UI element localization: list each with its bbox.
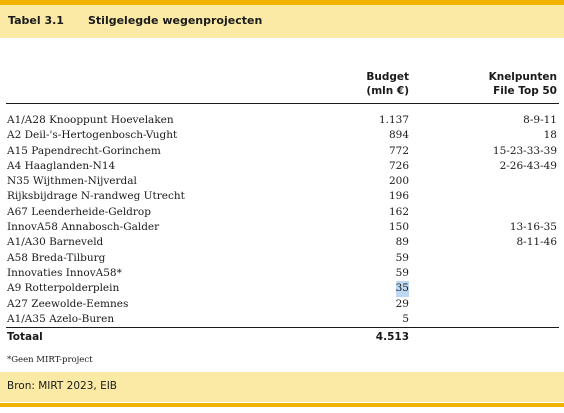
row-knelpunten: 13-16-35 [509,221,557,234]
row-name: A1/A28 Knooppunt Hoevelaken [7,114,174,126]
table-row: A27 Zeewolde-Eemnes 29 [0,297,564,312]
row-budget: 150 [388,221,409,234]
table-row: N35 Wijthmen-Nijverdal 200 [0,174,564,189]
row-knelpunten: 8-9-11 [523,114,557,126]
table-row: A2 Deil-'s-Hertogenbosch-Vught 894 18 [0,128,564,143]
row-budget: 59 [395,251,409,264]
column-header-budget: Budget (mln €) [366,70,409,98]
row-name: A67 Leenderheide-Geldrop [7,205,151,218]
row-name: A1/A35 Azelo-Buren [7,312,115,325]
row-knelpunten: 15-23-33-39 [492,144,557,157]
row-budget: 1.137 [378,114,409,126]
table-row: A15 Papendrecht-Gorinchem 772 15-23-33-3… [0,144,564,159]
total-divider [6,327,559,328]
row-knelpunten: 8-11-46 [516,236,558,249]
table-row: Innovaties InnovA58* 59 [0,266,564,281]
table-title: Stilgelegde wegenprojecten [88,14,263,27]
row-name: InnovA58 Annabosch-Galder [7,221,160,234]
table-body: A1/A28 Knooppunt Hoevelaken 1.137 8-9-11… [0,113,564,327]
row-name: A4 Haaglanden-N14 [7,159,116,172]
row-name: A9 Rotterpolderplein [7,282,120,295]
total-label: Totaal [7,331,43,343]
row-knelpunten: 2-26-43-49 [499,159,557,172]
table-row: A1/A28 Knooppunt Hoevelaken 1.137 8-9-11 [0,113,564,128]
table-row: A67 Leenderheide-Geldrop 162 [0,205,564,220]
row-budget: 89 [395,236,409,249]
row-knelpunten: 18 [543,129,557,142]
top-accent-bar [0,0,564,5]
row-budget: 5 [402,312,409,325]
row-name: A1/A30 Barneveld [7,236,104,249]
row-name: N35 Wijthmen-Nijverdal [7,175,137,188]
table-row: A58 Breda-Tilburg 59 [0,251,564,266]
column-header-knelpunten: Knelpunten File Top 50 [489,70,557,98]
source-text: Bron: MIRT 2023, EIB [7,380,118,392]
column-header-budget-line1: Budget [366,71,409,83]
row-budget: 59 [395,266,409,279]
bottom-accent-bar [0,403,564,407]
row-budget: 726 [388,159,409,172]
column-header-knelpunten-line2: File Top 50 [493,85,557,97]
row-name: A58 Breda-Tilburg [7,251,106,264]
row-budget-highlighted: 35 [395,281,409,297]
table-row: A9 Rotterpolderplein 35 [0,281,564,297]
table-number: Tabel 3.1 [8,14,64,27]
total-budget: 4.513 [375,331,409,343]
row-budget: 196 [388,190,409,203]
footnote: *Geen MIRT-project [7,355,93,365]
row-name: A15 Papendrecht-Gorinchem [7,144,161,157]
row-budget: 29 [395,297,409,310]
header-divider [6,103,559,104]
row-budget: 200 [388,175,409,188]
table-row: A1/A30 Barneveld 89 8-11-46 [0,235,564,250]
row-budget: 894 [388,129,409,142]
column-header-budget-line2: (mln €) [366,85,409,97]
row-name: A27 Zeewolde-Eemnes [7,297,129,310]
table-header: Tabel 3.1 Stilgelegde wegenprojecten [0,5,564,38]
row-budget: 162 [388,205,409,218]
table-row: A4 Haaglanden-N14 726 2-26-43-49 [0,159,564,174]
total-row: Totaal 4.513 [0,331,564,347]
table-row: InnovA58 Annabosch-Galder 150 13-16-35 [0,220,564,235]
row-name: Innovaties InnovA58* [7,266,122,279]
source-bar: Bron: MIRT 2023, EIB [0,372,564,402]
row-name: Rijksbijdrage N-randweg Utrecht [7,190,185,203]
row-name: A2 Deil-'s-Hertogenbosch-Vught [7,129,178,142]
table-row: Rijksbijdrage N-randweg Utrecht 196 [0,189,564,204]
table-row: A1/A35 Azelo-Buren 5 [0,312,564,327]
column-header-knelpunten-line1: Knelpunten [488,71,557,83]
row-budget: 772 [388,144,409,157]
